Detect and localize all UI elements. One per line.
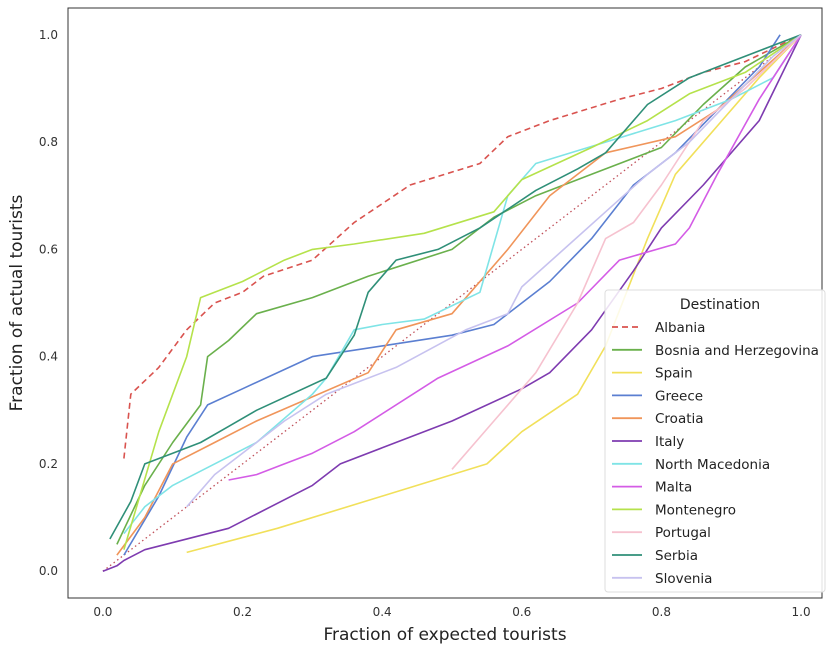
legend-label: Serbia xyxy=(655,548,698,564)
series-line-albania xyxy=(123,34,802,459)
x-tick-label: 0.4 xyxy=(373,605,392,619)
legend: Destination Albania Bosnia and Herzegovin… xyxy=(604,289,826,593)
y-tick-label: 0.2 xyxy=(39,457,58,471)
legend-label: Croatia xyxy=(655,411,704,427)
y-axis-ticks: 0.0 0.2 0.4 0.6 0.8 1.0 xyxy=(39,28,58,578)
series-line-slovenia xyxy=(186,34,802,508)
y-tick-label: 0.8 xyxy=(39,135,58,149)
legend-label: Greece xyxy=(655,388,703,404)
series-line-montenegro xyxy=(123,34,802,550)
legend-label: Portugal xyxy=(655,525,711,541)
x-tick-label: 0.2 xyxy=(233,605,252,619)
y-tick-label: 1.0 xyxy=(39,28,58,42)
series-line-bosnia-and-herzegovina xyxy=(116,34,802,545)
x-axis-label: Fraction of expected tourists xyxy=(323,625,566,645)
legend-label: Albania xyxy=(655,320,705,336)
legend-label: Slovenia xyxy=(655,571,712,587)
legend-label: Bosnia and Herzegovina xyxy=(655,343,819,359)
x-axis-ticks: 0.0 0.2 0.4 0.6 0.8 1.0 xyxy=(93,605,810,619)
series-line-north-macedonia xyxy=(123,34,802,535)
series-line-croatia xyxy=(116,34,802,556)
legend-label: North Macedonia xyxy=(655,457,770,473)
x-tick-label: 0.0 xyxy=(93,605,112,619)
x-tick-label: 1.0 xyxy=(792,605,811,619)
series-line-spain xyxy=(186,34,802,554)
legend-label: Montenegro xyxy=(655,502,736,518)
series-lines xyxy=(102,34,802,572)
series-line-serbia xyxy=(109,34,802,540)
legend-label: Malta xyxy=(655,480,692,496)
series-line-greece xyxy=(123,34,781,556)
legend-label: Spain xyxy=(655,366,693,382)
x-tick-label: 0.8 xyxy=(652,605,671,619)
legend-items: Albania Bosnia and Herzegovina Spain Greece… xyxy=(612,320,819,587)
y-tick-label: 0.0 xyxy=(39,564,58,578)
y-tick-label: 0.6 xyxy=(39,242,58,256)
legend-title: Destination xyxy=(680,297,760,313)
series-line-italy xyxy=(102,34,802,572)
y-tick-label: 0.4 xyxy=(39,350,58,364)
x-tick-label: 0.6 xyxy=(512,605,531,619)
legend-label: Italy xyxy=(655,434,684,450)
series-line-malta xyxy=(228,34,802,481)
legend-box xyxy=(604,289,826,593)
y-axis-label: Fraction of actual tourists xyxy=(7,194,27,411)
series-line-portugal xyxy=(451,34,802,470)
